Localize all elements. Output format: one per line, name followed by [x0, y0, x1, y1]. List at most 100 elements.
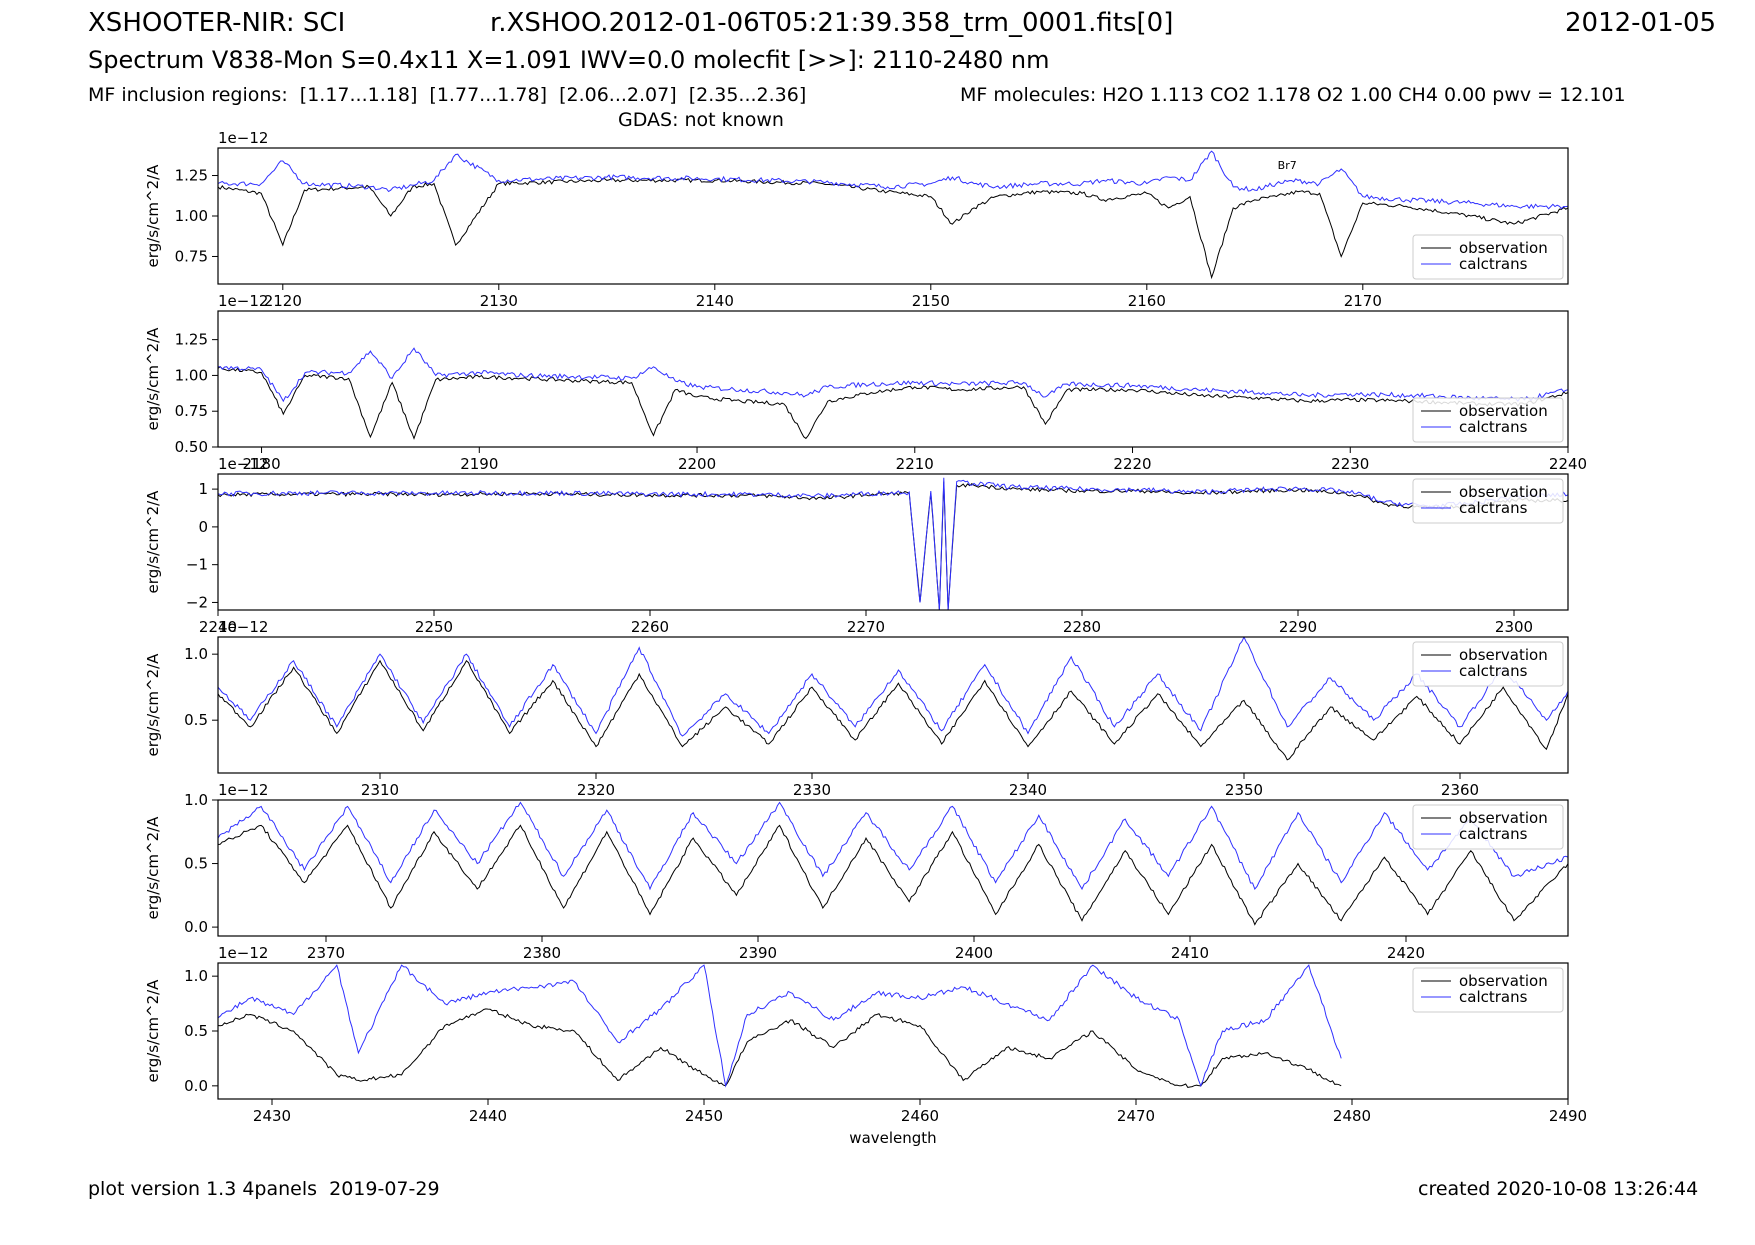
y-tick-label: 1: [198, 480, 208, 498]
legend-label-observation: observation: [1459, 972, 1548, 990]
y-tick-label: 0.50: [175, 438, 208, 456]
series-line-calctrans: [218, 801, 1568, 891]
y-tick-label: 0.75: [175, 402, 208, 420]
inclusion-regions-text: MF inclusion regions: [1.17...1.18] [1.7…: [88, 84, 807, 106]
x-tick-label: 2240: [199, 618, 237, 636]
instrument-title: XSHOOTER-NIR: SCI: [88, 8, 346, 38]
y-exponent-label: 1e−12: [218, 292, 268, 310]
y-tick-label: 1.25: [175, 331, 208, 349]
x-tick-label: 2190: [460, 455, 498, 473]
x-tick-label: 2290: [1279, 618, 1317, 636]
x-tick-label: 2220: [1113, 455, 1151, 473]
series-line-calctrans: [218, 150, 1568, 210]
legend-box: [1412, 397, 1564, 443]
legend-label-calctrans: calctrans: [1459, 499, 1528, 517]
y-tick-label: −1: [186, 556, 208, 574]
created-footer: created 2020-10-08 13:26:44: [1418, 1178, 1699, 1200]
x-tick-label: 2370: [307, 944, 345, 962]
x-tick-label: 2130: [480, 292, 518, 310]
y-axis-label: erg/s/cm^2/A: [144, 164, 162, 268]
x-tick-label: 2280: [1063, 618, 1101, 636]
y-axis-label: erg/s/cm^2/A: [144, 816, 162, 920]
x-tick-label: 2470: [1117, 1107, 1155, 1125]
x-tick-label: 2390: [739, 944, 777, 962]
x-tick-label: 2210: [896, 455, 934, 473]
y-exponent-label: 1e−12: [218, 944, 268, 962]
y-tick-label: −2: [186, 593, 208, 611]
x-tick-label: 2150: [912, 292, 950, 310]
molecules-text: MF molecules: H2O 1.113 CO2 1.178 O2 1.0…: [960, 84, 1626, 106]
y-axis-label: erg/s/cm^2/A: [144, 653, 162, 757]
x-tick-label: 2180: [242, 455, 280, 473]
x-tick-label: 2230: [1331, 455, 1369, 473]
legend-label-observation: observation: [1459, 646, 1548, 664]
y-tick-label: 0.0: [184, 918, 208, 936]
x-tick-label: 2350: [1225, 781, 1263, 799]
series-line-observation: [218, 366, 1568, 440]
x-tick-label: 2400: [955, 944, 993, 962]
legend-box: [1412, 804, 1564, 850]
x-tick-label: 2140: [696, 292, 734, 310]
y-tick-label: 1.0: [184, 791, 208, 809]
panel-frame: [217, 147, 1569, 285]
y-tick-label: 0.75: [175, 247, 208, 265]
x-tick-label: 2450: [685, 1107, 723, 1125]
series-line-observation: [218, 1008, 1342, 1088]
legend-label-calctrans: calctrans: [1459, 988, 1528, 1006]
series-line-observation: [218, 659, 1568, 761]
y-tick-label: 1.25: [175, 167, 208, 185]
y-exponent-label: 1e−12: [218, 129, 268, 147]
x-tick-label: 2460: [901, 1107, 939, 1125]
y-exponent-label: 1e−12: [218, 618, 268, 636]
series-line-calctrans: [218, 347, 1568, 403]
x-tick-label: 2170: [1344, 292, 1382, 310]
series-line-observation: [218, 824, 1568, 926]
legend-label-observation: observation: [1459, 809, 1548, 827]
file-title: r.XSHOO.2012-01-06T05:21:39.358_trm_0001…: [490, 8, 1174, 38]
x-tick-label: 2300: [1495, 618, 1533, 636]
legend-label-observation: observation: [1459, 483, 1548, 501]
x-tick-label: 2240: [1549, 455, 1587, 473]
y-tick-label: 0.5: [184, 1022, 208, 1040]
x-tick-label: 2270: [847, 618, 885, 636]
series-line-calctrans: [218, 964, 1342, 1088]
legend-label-calctrans: calctrans: [1459, 825, 1528, 843]
series-line-observation: [218, 177, 1568, 280]
x-tick-label: 2340: [1009, 781, 1047, 799]
line-annotation: Br7: [1278, 159, 1297, 172]
series-line-observation: [218, 481, 1568, 610]
y-tick-label: 0.5: [184, 711, 208, 729]
x-tick-label: 2200: [678, 455, 716, 473]
x-tick-label: 2250: [415, 618, 453, 636]
x-tick-label: 2120: [264, 292, 302, 310]
x-tick-label: 2330: [793, 781, 831, 799]
legend-box: [1412, 967, 1564, 1013]
x-tick-label: 2310: [361, 781, 399, 799]
x-tick-label: 2380: [523, 944, 561, 962]
panel-frame: [217, 473, 1569, 611]
legend-label-calctrans: calctrans: [1459, 255, 1528, 273]
gdas-text: GDAS: not known: [618, 109, 784, 131]
y-exponent-label: 1e−12: [218, 781, 268, 799]
x-tick-label: 2430: [253, 1107, 291, 1125]
legend-box: [1412, 641, 1564, 687]
x-tick-label: 2490: [1549, 1107, 1587, 1125]
legend-label-observation: observation: [1459, 402, 1548, 420]
panel-frame: [217, 799, 1569, 937]
x-tick-label: 2260: [631, 618, 669, 636]
y-tick-label: 1.00: [175, 366, 208, 384]
y-tick-label: 0: [198, 518, 208, 536]
y-tick-label: 1.0: [184, 967, 208, 985]
y-tick-label: 0.0: [184, 1077, 208, 1095]
legend-label-observation: observation: [1459, 239, 1548, 257]
series-line-calctrans: [218, 637, 1568, 737]
y-exponent-label: 1e−12: [218, 455, 268, 473]
legend-box: [1412, 478, 1564, 524]
x-tick-label: 2360: [1441, 781, 1479, 799]
y-tick-label: 1.00: [175, 207, 208, 225]
panel-frame: [217, 310, 1569, 448]
date-title: 2012-01-05: [1565, 8, 1717, 38]
legend-label-calctrans: calctrans: [1459, 662, 1528, 680]
x-tick-label: 2410: [1171, 944, 1209, 962]
